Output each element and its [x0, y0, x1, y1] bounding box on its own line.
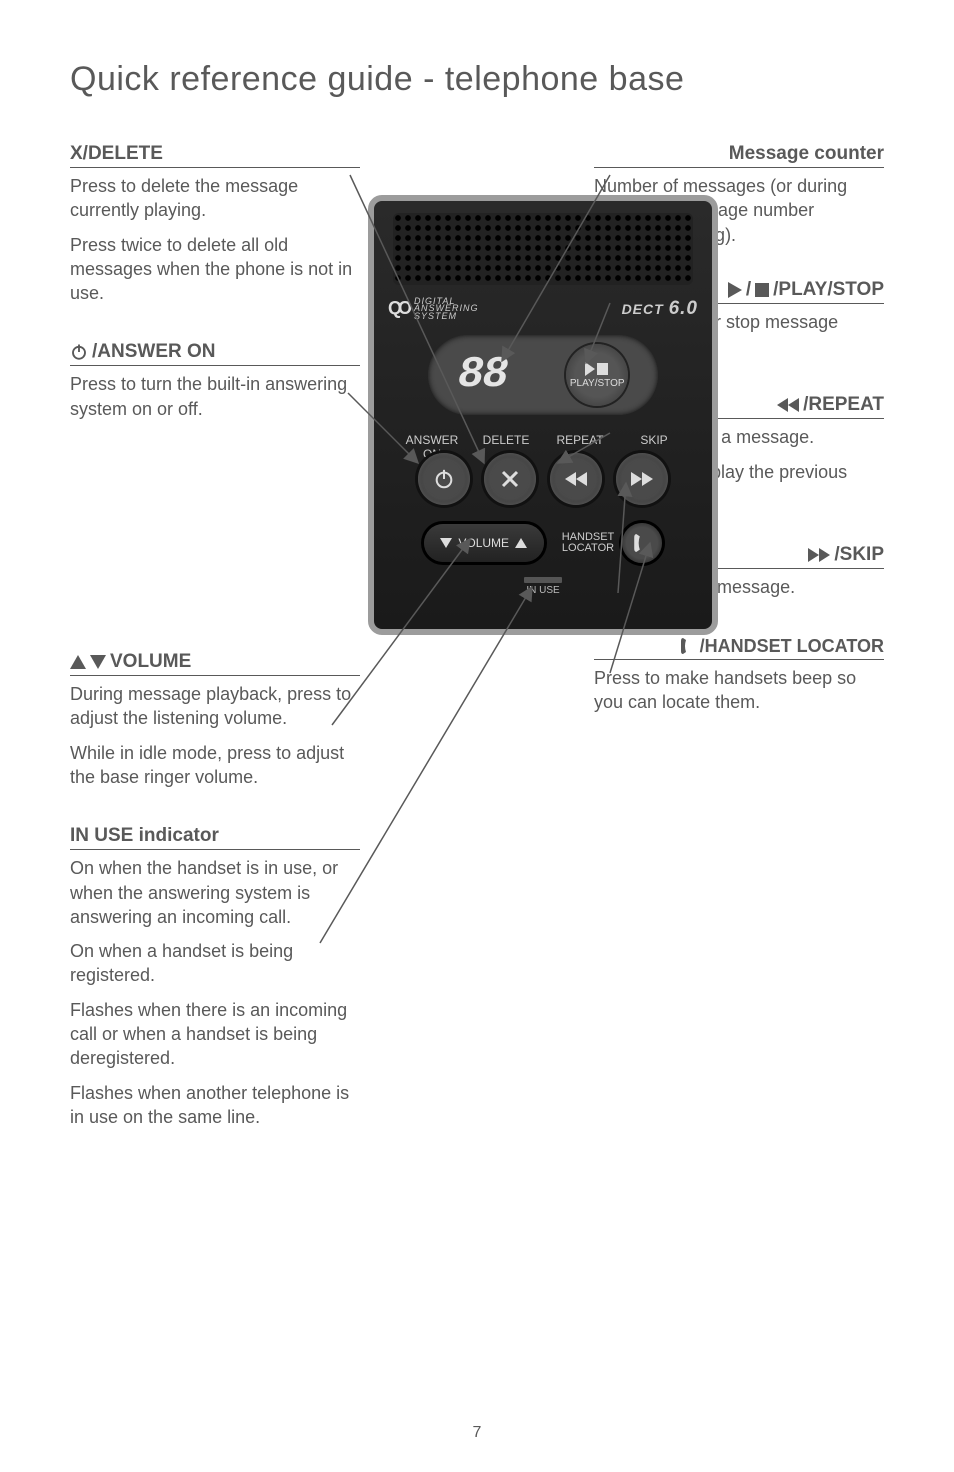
- section-volume: VOLUME During message playback, press to…: [70, 651, 360, 789]
- dect-label: DECT 6.0: [622, 298, 698, 320]
- counter-title: Message counter: [594, 143, 884, 168]
- in-use-led: [524, 577, 562, 583]
- counter-box: 88 PLAY/STOP: [428, 335, 658, 415]
- layout: X/DELETE Press to delete the message cur…: [70, 143, 884, 1243]
- page-title: Quick reference guide - telephone base: [70, 60, 884, 99]
- handset-locator-label: HANDSET LOCATOR: [562, 532, 615, 554]
- delete-p2: Press twice to delete all old messages w…: [70, 233, 360, 306]
- section-locator: /HANDSET LOCATOR Press to make handsets …: [594, 636, 884, 715]
- in-use-indicator: IN USE: [524, 577, 562, 596]
- digital-answering-label: DIGITAL ANSWERING SYSTEM: [414, 298, 479, 321]
- playstop-title-text: /PLAY/STOP: [773, 279, 884, 301]
- triangle-down-icon: [90, 655, 106, 669]
- hl-l2: LOCATOR: [562, 543, 615, 554]
- inuse-p2: On when a handset is being registered.: [70, 939, 360, 988]
- volume-p2: While in idle mode, press to adjust the …: [70, 741, 360, 790]
- button-row: [374, 453, 712, 505]
- volume-body: During message playback, press to adjust…: [70, 682, 360, 789]
- inuse-title: IN USE indicator: [70, 825, 360, 850]
- delete-body: Press to delete the message currently pl…: [70, 174, 360, 305]
- stop-icon: [755, 283, 769, 297]
- answer-body: Press to turn the built-in answering sys…: [70, 372, 360, 421]
- speaker-grille: [393, 213, 693, 285]
- delete-title: X/DELETE: [70, 143, 360, 168]
- inuse-p4: Flashes when another telephone is in use…: [70, 1081, 360, 1130]
- answer-on-button[interactable]: [418, 453, 470, 505]
- fastforward-icon: [808, 548, 830, 562]
- inuse-title-text: IN USE indicator: [70, 825, 219, 847]
- answer-p1: Press to turn the built-in answering sys…: [70, 372, 360, 421]
- inuse-p1: On when the handset is in use, or when t…: [70, 856, 360, 929]
- delete-title-text: X/DELETE: [70, 143, 163, 165]
- device: QO DIGITAL ANSWERING SYSTEM DECT 6.0 88 …: [368, 195, 718, 635]
- answer-title-text: /ANSWER ON: [92, 341, 216, 363]
- rewind-icon: [777, 398, 799, 412]
- play-stop-button[interactable]: PLAY/STOP: [566, 344, 628, 406]
- play-icon: [728, 282, 742, 298]
- volume-button[interactable]: VOLUME: [424, 524, 544, 562]
- handset-locator-group: HANDSET LOCATOR: [562, 523, 663, 563]
- repeat-title-text: /REPEAT: [803, 394, 884, 416]
- locator-title: /HANDSET LOCATOR: [594, 636, 884, 660]
- tape-icon: QO: [388, 298, 408, 319]
- dect-row: QO DIGITAL ANSWERING SYSTEM DECT 6.0: [388, 297, 698, 321]
- volume-button-label: VOLUME: [458, 536, 509, 550]
- delete-p1: Press to delete the message currently pl…: [70, 174, 360, 223]
- delete-button[interactable]: [484, 453, 536, 505]
- section-inuse: IN USE indicator On when the handset is …: [70, 825, 360, 1129]
- locator-p1: Press to make handsets beep so you can l…: [594, 666, 884, 715]
- power-icon: [70, 343, 88, 361]
- dect-prefix: DECT: [622, 301, 664, 317]
- section-delete: X/DELETE Press to delete the message cur…: [70, 143, 360, 305]
- handset-locator-button[interactable]: [622, 523, 662, 563]
- message-counter-display: 88: [458, 350, 507, 400]
- skip-title-text: /SKIP: [834, 544, 884, 566]
- handset-icon: [680, 637, 696, 655]
- locator-body: Press to make handsets beep so you can l…: [594, 666, 884, 715]
- repeat-button[interactable]: [550, 453, 602, 505]
- inuse-body: On when the handset is in use, or when t…: [70, 856, 360, 1129]
- locator-title-text: /HANDSET LOCATOR: [700, 636, 884, 657]
- skip-button[interactable]: [616, 453, 668, 505]
- dect-num: 6.0: [669, 298, 698, 319]
- triangle-up-icon: [70, 655, 86, 669]
- volume-p1: During message playback, press to adjust…: [70, 682, 360, 731]
- page-number: 7: [473, 1424, 482, 1442]
- volume-title: VOLUME: [70, 651, 360, 676]
- playstop-button-label: PLAY/STOP: [570, 378, 625, 389]
- in-use-label: IN USE: [526, 585, 559, 596]
- inuse-p3: Flashes when there is an incoming call o…: [70, 998, 360, 1071]
- section-answer: /ANSWER ON Press to turn the built-in an…: [70, 341, 360, 421]
- answer-title: /ANSWER ON: [70, 341, 360, 366]
- counter-title-text: Message counter: [729, 143, 884, 165]
- bottom-row: VOLUME HANDSET LOCATOR: [374, 523, 712, 563]
- digital-l3: SYSTEM: [414, 313, 479, 321]
- volume-title-text: VOLUME: [110, 651, 191, 673]
- left-column: X/DELETE Press to delete the message cur…: [70, 143, 360, 1165]
